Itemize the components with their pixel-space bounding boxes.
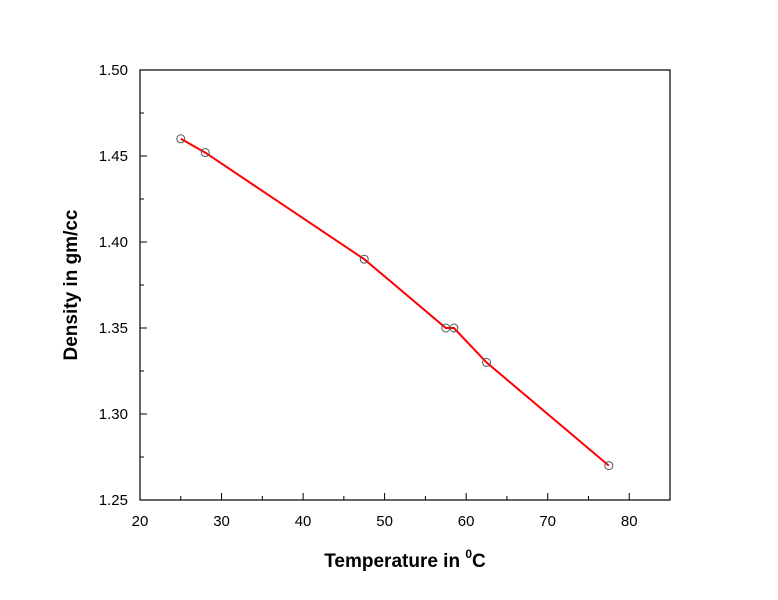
points-layer — [176, 134, 614, 471]
x-tick-label: 50 — [376, 513, 393, 530]
y-tick-label: 1.45 — [99, 148, 128, 165]
y-tick-label: 1.25 — [99, 492, 128, 509]
plot-frame — [139, 69, 671, 501]
data-point — [482, 357, 492, 367]
x-axis-title: Temperature in 0C — [324, 547, 486, 572]
x-tick-label: 20 — [132, 513, 149, 530]
y-tick-label: 1.30 — [99, 406, 128, 423]
x-tick-label: 40 — [295, 513, 312, 530]
x-tick-label: 30 — [213, 513, 230, 530]
y-tick-label: 1.40 — [99, 234, 128, 251]
y-tick-label: 1.50 — [99, 62, 128, 79]
y-tick-label: 1.35 — [99, 320, 128, 337]
data-point — [176, 134, 186, 144]
x-axis-title-text: Temperature in — [324, 551, 465, 572]
data-point — [449, 323, 459, 333]
y-axis-title: Density in gm/cc — [61, 209, 82, 360]
data-point — [200, 148, 210, 158]
tick-labels-layer: 20 30 40 50 60 70 80 1.25 1.30 1.35 1.40 1.45 1.50 — [99, 62, 638, 530]
x-axis-title-unit: C — [472, 551, 486, 572]
data-point — [359, 254, 369, 264]
x-tick-label: 60 — [458, 513, 475, 530]
series-line — [180, 137, 610, 467]
x-tick-label: 70 — [539, 513, 556, 530]
x-tick-label: 80 — [621, 513, 638, 530]
ticks-layer — [139, 69, 630, 501]
x-axis-title-superscript: 0 — [465, 547, 472, 561]
data-point — [604, 461, 614, 471]
